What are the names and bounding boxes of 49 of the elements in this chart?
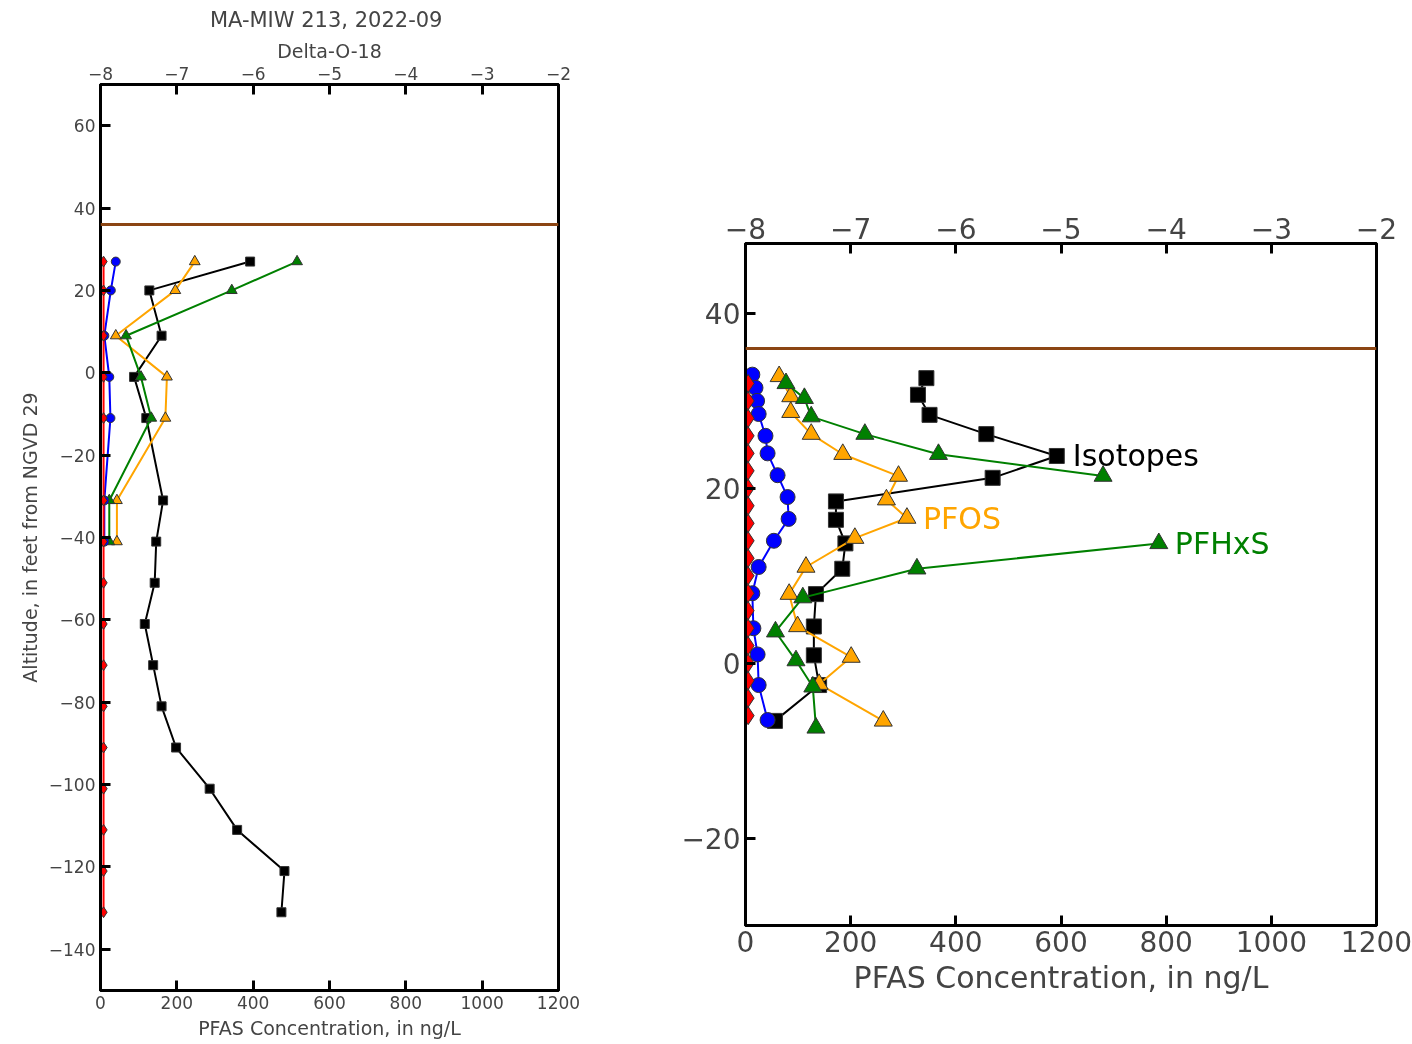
x-tick-label: 1000 (460, 992, 504, 1013)
x-tick-label: 600 (1034, 925, 1088, 959)
series-label: PFHxS (1174, 525, 1270, 561)
x-tick-label: 200 (160, 992, 194, 1013)
x2-tick-label: −4 (1145, 212, 1187, 246)
x2-tick-label: −2 (545, 63, 572, 84)
x-tick-label: 1200 (1340, 925, 1412, 959)
x-tick-label: 1000 (1235, 925, 1307, 959)
y-tick-label: −60 (59, 610, 96, 631)
y-tick-label: −80 (59, 692, 96, 713)
y-tick-label: 20 (73, 280, 96, 301)
x2-tick-label: −2 (1355, 212, 1398, 246)
x2-tick-label: −6 (240, 63, 266, 84)
x2-tick-label: −8 (724, 212, 767, 246)
x2-tick-label: −4 (393, 63, 419, 84)
y-tick-label: −140 (48, 939, 96, 960)
y-tick-label: −120 (48, 857, 96, 878)
y-tick-label: 40 (73, 198, 96, 219)
x-axis-title: PFAS Concentration, in ng/L (853, 959, 1269, 995)
y-tick-label: 0 (722, 647, 741, 681)
y-tick-label: 0 (84, 363, 96, 384)
x2-tick-label: −3 (1250, 212, 1292, 246)
y-tick-label: −40 (59, 528, 96, 548)
x2-tick-label: −8 (87, 63, 114, 84)
series-label: Isotopes (1072, 438, 1199, 474)
x-tick-label: 400 (929, 925, 983, 959)
x2-tick-label: −7 (830, 212, 872, 246)
x2-tick-label: −6 (935, 212, 977, 246)
x2-tick-label: −5 (1040, 212, 1082, 246)
x2-tick-label: −7 (164, 63, 190, 84)
chart-title: MA-MIW 213, 2022-09 (209, 7, 443, 32)
y-tick-label: 20 (704, 472, 741, 506)
y-tick-label: −20 (59, 445, 96, 466)
x-axis-title: PFAS Concentration, in ng/L (198, 1016, 462, 1039)
y-axis-title: Altitude, in feet from NGVD 29 (18, 392, 41, 683)
x-tick-label: 800 (1139, 925, 1193, 959)
y-tick-label: −20 (681, 822, 741, 856)
x2-tick-label: −5 (316, 63, 343, 84)
x-tick-label: 600 (313, 992, 346, 1013)
x-tick-label: 400 (236, 992, 270, 1013)
x-tick-label: 800 (389, 992, 423, 1013)
y-tick-label: 40 (704, 297, 741, 331)
y-tick-label: −100 (48, 775, 96, 796)
x2-axis-title: Delta-O-18 (277, 39, 382, 62)
x-tick-label: 1200 (536, 992, 581, 1013)
series-label: PFOS (922, 500, 1001, 536)
y-tick-label: 60 (73, 116, 96, 137)
x-tick-label: 200 (823, 925, 878, 959)
x2-tick-label: −3 (469, 63, 495, 84)
